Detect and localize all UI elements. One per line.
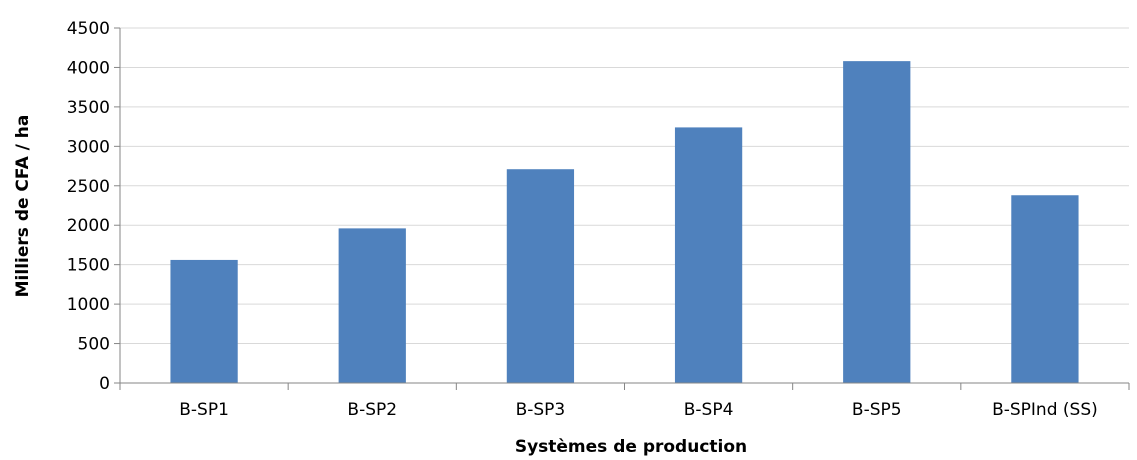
y-tick-label: 0	[99, 374, 110, 394]
x-tick-label: B-SPInd (SS)	[992, 400, 1098, 420]
x-tick-label: B-SP2	[347, 400, 397, 420]
y-tick-label: 2000	[67, 216, 110, 236]
gridlines	[120, 27, 1129, 345]
axes	[114, 27, 1130, 390]
y-tick-label: 3500	[67, 98, 110, 118]
y-tick-label: 1000	[67, 295, 110, 315]
y-tick-label: 4000	[67, 58, 110, 78]
x-tick-label: B-SP5	[852, 400, 902, 420]
y-tick-label: 2500	[67, 177, 110, 197]
x-tick-labels: B-SP1 B-SP2 B-SP3 B-SP4 B-SP5 B-SPInd (SS)	[179, 400, 1097, 420]
y-tick-label: 3000	[67, 137, 110, 157]
y-tick-label: 4500	[67, 19, 110, 39]
bar-b-sp2	[338, 228, 406, 383]
bars	[170, 61, 1079, 384]
bar-b-sp1	[170, 259, 238, 383]
bar-b-spind-ss	[1011, 195, 1079, 383]
y-tick-label: 1500	[67, 256, 110, 276]
x-tick-label: B-SP3	[516, 400, 566, 420]
bar-b-sp4	[674, 127, 743, 384]
bar-b-sp5	[843, 61, 911, 384]
bar-b-sp3	[506, 169, 575, 383]
y-tick-labels: 0 500 1000 1500 2000 2500 3000 3500 4000 4500	[67, 19, 110, 394]
x-tick-label: B-SP4	[684, 400, 734, 420]
x-tick-label: B-SP1	[179, 400, 229, 420]
y-axis-title: Milliers de CFA / ha	[13, 115, 33, 298]
x-axis-title: Systèmes de production	[515, 437, 747, 457]
y-tick-label: 500	[78, 335, 110, 355]
